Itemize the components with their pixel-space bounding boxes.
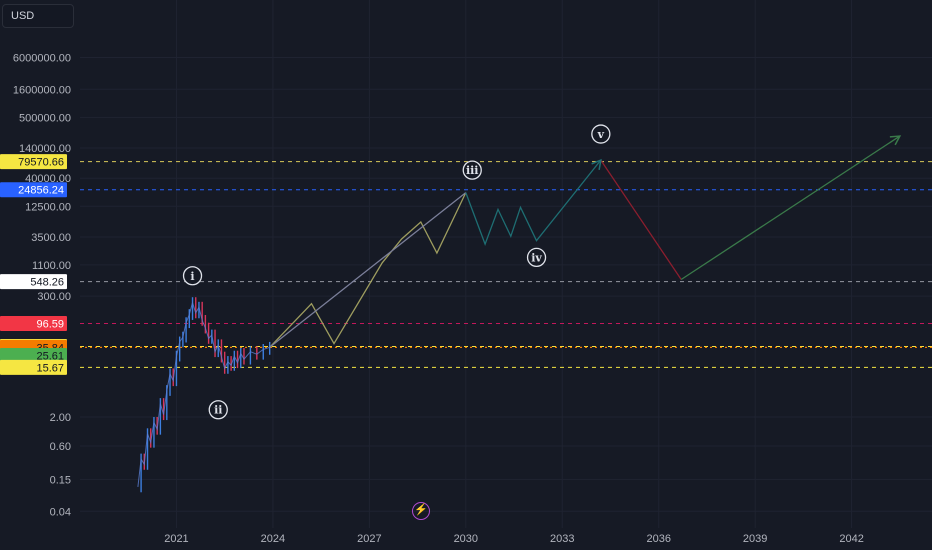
y-tick-label: 300.00 — [37, 291, 71, 303]
price-tag-box — [0, 316, 67, 332]
x-tick-label: 2042 — [839, 533, 863, 545]
price-tag-label: 79570.66 — [18, 157, 64, 169]
x-tick-label: 2024 — [261, 533, 285, 545]
price-tag-box — [0, 154, 67, 170]
wave-label-circle — [462, 160, 482, 180]
price-line — [137, 300, 270, 487]
price-series — [137, 297, 271, 493]
wave-label: ii — [214, 404, 222, 417]
y-tick-label: 500000.00 — [19, 112, 71, 124]
x-tick-label: 2039 — [743, 533, 767, 545]
x-tick-label: 2030 — [454, 533, 478, 545]
price-tags: 79570.6624856.24548.2696.5937.2335.8421:… — [0, 154, 67, 375]
x-tick-label: 2021 — [164, 533, 188, 545]
price-tag-label: 24856.24 — [18, 185, 64, 197]
projection-path — [465, 159, 602, 246]
wave-label-circle — [591, 124, 611, 144]
currency-selector[interactable]: USD — [2, 4, 74, 28]
y-tick-label: 140000.00 — [19, 143, 71, 155]
price-tag-box — [0, 348, 67, 364]
wave-label-circle — [526, 247, 547, 268]
price-tag-label: 548.26 — [30, 277, 64, 289]
projection-path — [680, 135, 901, 281]
y-tick-label: 0.04 — [50, 506, 71, 518]
y-tick-label: 0.60 — [50, 441, 71, 453]
price-axis: 6000000.001600000.00500000.00140000.0040… — [13, 52, 71, 518]
price-tag-label: 15.67 — [36, 362, 64, 374]
x-tick-label: 2036 — [646, 533, 670, 545]
projection-path — [600, 159, 682, 280]
x-tick-label: 2027 — [357, 533, 381, 545]
wave-label: i — [190, 270, 194, 283]
wave-label-circle — [208, 400, 228, 420]
wave-label-circle — [182, 266, 203, 286]
projection-path — [269, 192, 467, 348]
grid — [80, 0, 932, 528]
y-tick-label: 3500.00 — [31, 232, 71, 244]
arrowhead — [591, 158, 602, 171]
price-tag-box — [0, 274, 67, 290]
price-tag-box — [0, 182, 67, 198]
time-axis: 2021 2024 2027 2030 2033 2036 2039 2042 — [164, 533, 864, 545]
y-tick-label: 1600000.00 — [13, 84, 71, 96]
projection-paths — [269, 135, 902, 348]
arrowhead — [889, 135, 902, 146]
price-tag-label: 96.59 — [36, 319, 64, 331]
y-tick-label: 6000000.00 — [13, 52, 71, 64]
y-tick-label: 12500.00 — [25, 201, 71, 213]
y-tick-label: 0.15 — [50, 474, 71, 486]
wave-label: iv — [531, 251, 542, 264]
x-tick-label: 2033 — [550, 533, 574, 545]
lightning-bolt-icon[interactable]: ⚡ — [412, 502, 430, 520]
price-tag-box — [0, 359, 67, 375]
wave-label: v — [597, 128, 605, 141]
price-tag-label: 25.61 — [36, 351, 64, 363]
y-tick-label: 1100.00 — [32, 260, 71, 272]
wave-label: iii — [466, 164, 479, 177]
y-tick-label: 2.00 — [50, 412, 71, 424]
